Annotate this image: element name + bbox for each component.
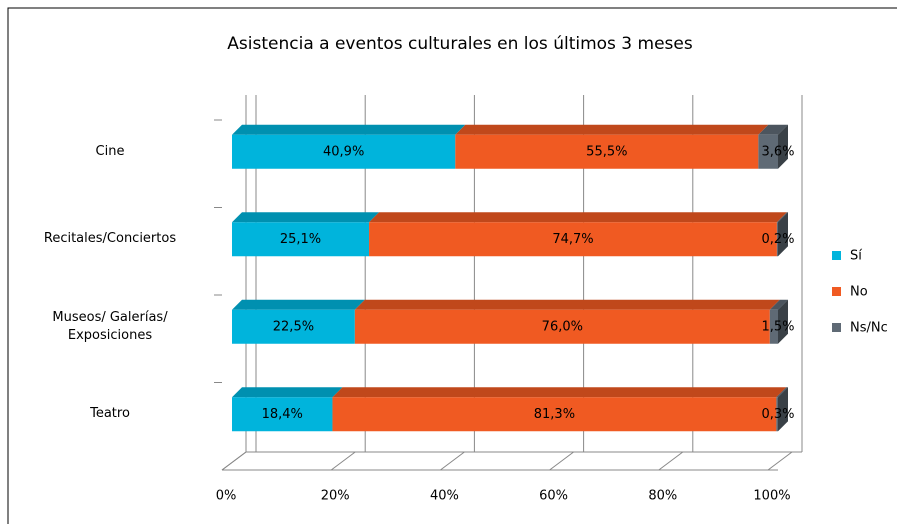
legend-swatch <box>832 251 841 260</box>
bar-top <box>758 124 788 135</box>
bar <box>776 222 778 257</box>
bar-top <box>232 212 380 223</box>
chart-border <box>7 7 897 524</box>
bar <box>758 134 778 169</box>
value-label: 76,0% <box>542 319 583 334</box>
bar <box>232 309 355 344</box>
value-label: 1,5% <box>761 319 794 334</box>
bar-top <box>455 124 769 135</box>
floor-line <box>330 451 356 471</box>
bar-top <box>332 387 787 398</box>
x-tick-label: 40% <box>430 489 459 504</box>
bar-top <box>232 299 365 310</box>
bar-top <box>232 124 466 135</box>
x-tick-label: 100% <box>753 489 790 504</box>
value-label: 74,7% <box>552 232 593 247</box>
bar-side <box>778 124 788 169</box>
bar <box>455 134 759 169</box>
value-label: 25,1% <box>280 232 321 247</box>
value-label: 40,9% <box>323 144 364 159</box>
bar-side <box>778 387 788 432</box>
floor-line <box>221 451 247 471</box>
legend-label: No <box>850 285 868 300</box>
bar <box>769 309 778 344</box>
value-label: 55,5% <box>586 144 627 159</box>
value-label: 3,6% <box>761 144 794 159</box>
bar-top <box>232 387 343 398</box>
bar <box>369 222 777 257</box>
bar-side <box>778 299 788 344</box>
floor-line <box>767 451 793 471</box>
bar-top <box>369 212 787 223</box>
value-label: 0,2% <box>761 232 794 247</box>
floor-line <box>549 451 574 471</box>
value-label: 81,3% <box>534 407 575 422</box>
x-tick-label: 60% <box>539 489 568 504</box>
bar <box>232 134 456 169</box>
floor-line <box>440 451 465 471</box>
bar <box>354 309 770 344</box>
y-tick-label: Teatro <box>90 406 130 422</box>
y-tick-label: Museos/ Galerías/ Exposiciones <box>52 309 168 343</box>
bar-top <box>776 387 788 398</box>
floor-line <box>658 451 684 471</box>
y-tick-label: Cine <box>95 143 125 159</box>
legend-label: Ns/Nc <box>850 321 888 336</box>
bar-top <box>354 299 780 310</box>
chart-title: Asistencia a eventos culturales en los ú… <box>227 34 693 54</box>
bar-top <box>776 212 788 223</box>
y-tick-label: Recitales/Conciertos <box>43 231 177 247</box>
legend-swatch <box>832 287 841 296</box>
bar-side <box>778 212 788 257</box>
value-label: 22,5% <box>273 319 314 334</box>
bar <box>776 397 778 432</box>
value-label: 18,4% <box>262 407 303 422</box>
legend-swatch <box>832 323 841 332</box>
value-label: 0,3% <box>761 407 794 422</box>
x-tick-label: 80% <box>648 489 677 504</box>
bar <box>232 397 333 432</box>
bar <box>332 397 777 432</box>
x-tick-label: 20% <box>321 489 350 504</box>
legend-label: Sí <box>850 249 862 264</box>
bar-top <box>769 299 788 310</box>
x-tick-label: 0% <box>216 489 237 504</box>
bar <box>232 222 370 257</box>
